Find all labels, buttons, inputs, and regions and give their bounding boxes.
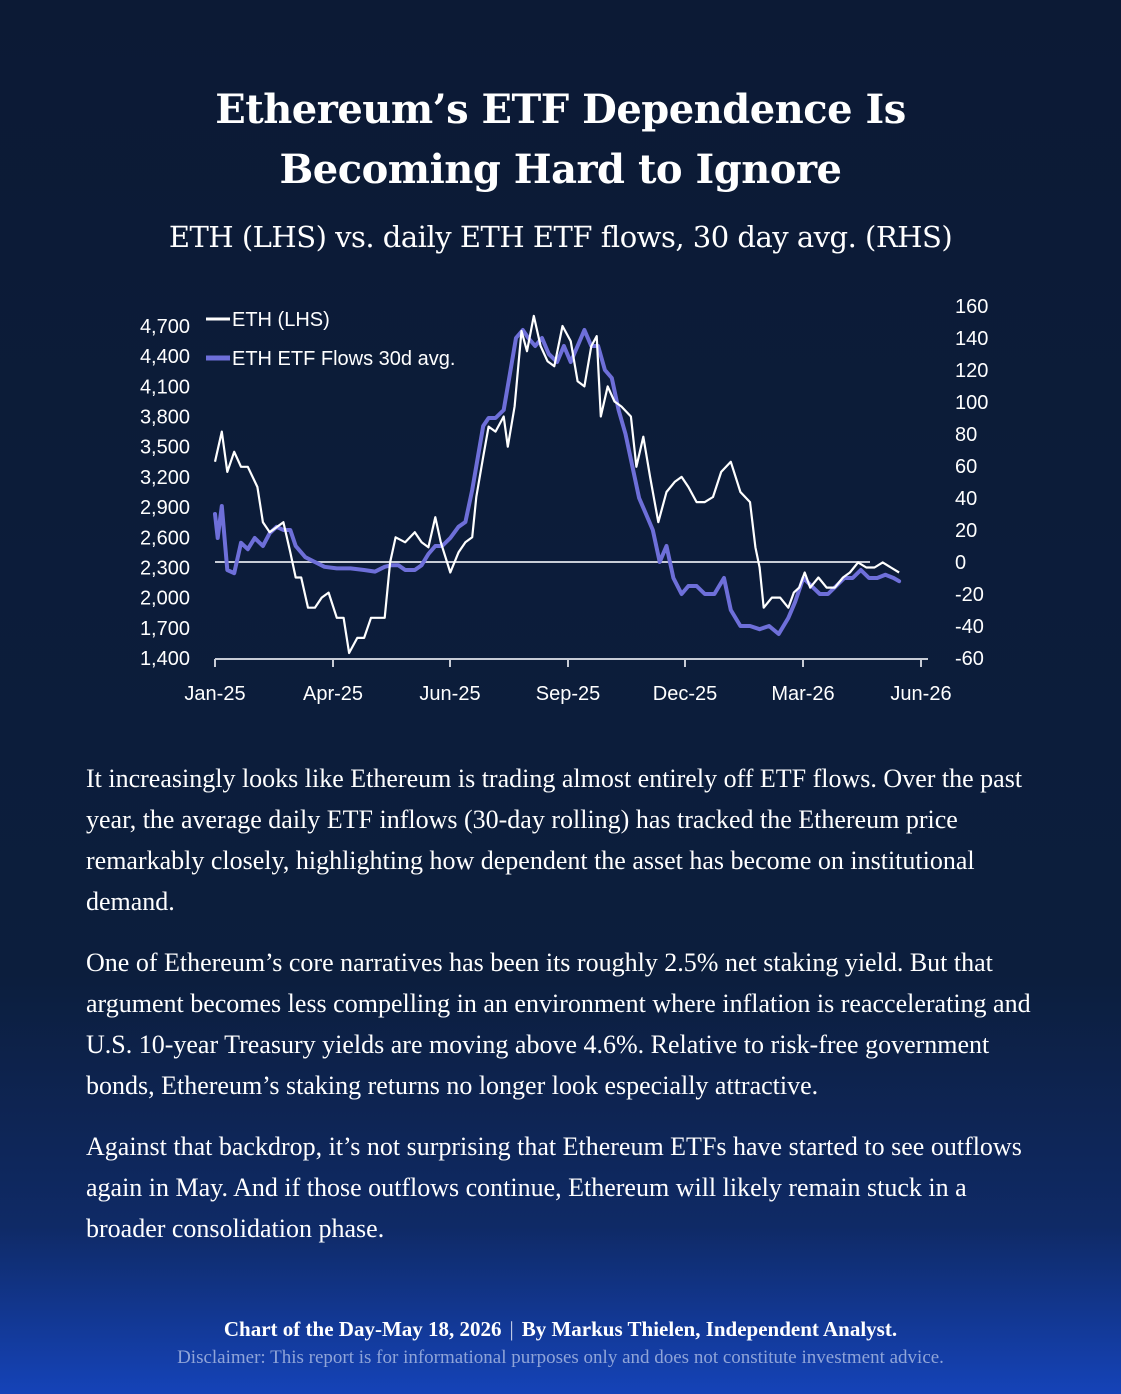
right-axis-tick-label: 120 bbox=[955, 360, 988, 382]
left-axis-tick-label: 3,200 bbox=[140, 467, 190, 489]
right-axis-tick-label: 100 bbox=[955, 392, 988, 414]
right-axis-tick-label: -60 bbox=[955, 648, 984, 670]
paragraph-3: Against that backdrop, it’s not surprisi… bbox=[86, 1132, 1022, 1243]
left-axis-tick-label: 2,300 bbox=[140, 557, 190, 579]
x-axis-tick-label: Jun-25 bbox=[419, 683, 480, 705]
left-axis-tick-label: 4,400 bbox=[140, 346, 190, 368]
left-axis-tick-label: 1,400 bbox=[140, 648, 190, 670]
x-axis-tick-label: Dec-25 bbox=[653, 683, 717, 705]
legend-eth-label: ETH (LHS) bbox=[232, 309, 330, 331]
left-axis-tick-label: 2,000 bbox=[140, 588, 190, 610]
right-axis-tick-label: 0 bbox=[955, 552, 966, 574]
x-axis-tick-label: Apr-25 bbox=[303, 683, 363, 705]
right-axis-tick-label: -40 bbox=[955, 616, 984, 638]
right-axis-tick-label: 80 bbox=[955, 424, 977, 446]
chart-subtitle: ETH (LHS) vs. daily ETH ETF flows, 30 da… bbox=[168, 220, 953, 254]
right-axis-tick-label: 60 bbox=[955, 456, 977, 478]
left-axis-tick-label: 2,600 bbox=[140, 527, 190, 549]
author-byline: By Markus Thielen, Independent Analyst. bbox=[521, 1317, 898, 1341]
article-body: It increasingly looks like Ethereum is t… bbox=[86, 758, 1036, 1269]
right-axis-tick-label: 160 bbox=[955, 296, 988, 318]
left-axis-tick-label: 1,700 bbox=[140, 618, 190, 640]
left-axis-tick-label: 3,800 bbox=[140, 407, 190, 429]
eth-vs-etf-flows-chart: 1,400 1,700 2,000 2,300 2,600 2,900 3,200 3,500… bbox=[140, 296, 988, 705]
paragraph-1: It increasingly looks like Ethereum is t… bbox=[86, 764, 1023, 916]
x-axis-tick-label: Sep-25 bbox=[536, 683, 601, 705]
disclaimer: Disclaimer: This report is for informati… bbox=[177, 1347, 944, 1368]
title-line-1: Ethereum’s ETF Dependence Is bbox=[215, 86, 906, 133]
legend-flows-label: ETH ETF Flows 30d avg. bbox=[232, 348, 455, 370]
right-axis-tick-label: 20 bbox=[955, 520, 977, 542]
title-line-2: Becoming Hard to Ignore bbox=[279, 146, 842, 193]
footer-separator: | bbox=[509, 1317, 514, 1341]
left-axis-tick-label: 4,100 bbox=[140, 376, 190, 398]
x-axis-tick-label: Jan-25 bbox=[184, 683, 245, 705]
left-axis-tick-label: 3,500 bbox=[140, 437, 190, 459]
left-axis-tick-label: 4,700 bbox=[140, 316, 190, 338]
paragraph-2: One of Ethereum’s core narratives has be… bbox=[86, 948, 1031, 1100]
footer-credit: Chart of the Day-May 18, 2026 | By Markus … bbox=[0, 1317, 1121, 1342]
x-axis-tick-label: Mar-26 bbox=[771, 683, 834, 705]
x-axis-tick-label: Jun-26 bbox=[890, 683, 951, 705]
etf-flows-30d-line bbox=[213, 328, 902, 636]
page-title: Ethereum’s ETF Dependence Is Becoming Ha… bbox=[0, 80, 1121, 200]
left-axis-tick-label: 2,900 bbox=[140, 497, 190, 519]
right-axis-tick-label: 140 bbox=[955, 328, 988, 350]
right-axis-tick-label: -20 bbox=[955, 584, 984, 606]
eth-price-line bbox=[213, 314, 900, 655]
right-axis-tick-label: 40 bbox=[955, 488, 977, 510]
chart-of-day-label: Chart of the Day-May 18, 2026 bbox=[223, 1317, 502, 1341]
